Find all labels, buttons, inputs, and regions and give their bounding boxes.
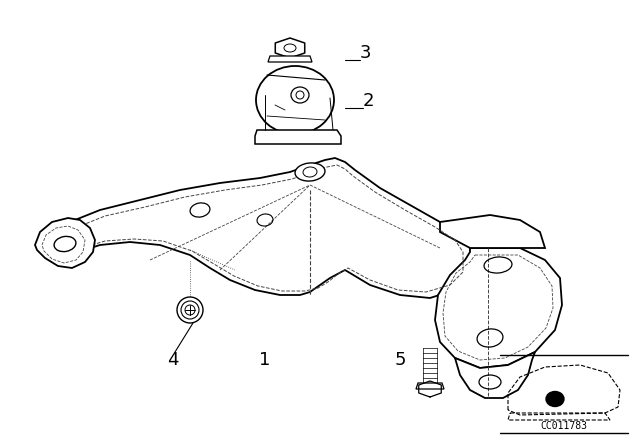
Text: 4: 4: [167, 351, 179, 369]
Ellipse shape: [546, 392, 564, 406]
Polygon shape: [35, 218, 95, 268]
Polygon shape: [416, 383, 444, 389]
Polygon shape: [455, 352, 535, 398]
Polygon shape: [440, 215, 545, 248]
Polygon shape: [52, 158, 470, 298]
Polygon shape: [255, 130, 341, 144]
Text: CC011783: CC011783: [541, 421, 588, 431]
Text: 3: 3: [359, 44, 371, 62]
Polygon shape: [268, 56, 312, 62]
Text: 5: 5: [394, 351, 406, 369]
Text: 1: 1: [259, 351, 271, 369]
Ellipse shape: [177, 297, 203, 323]
Ellipse shape: [295, 163, 325, 181]
Ellipse shape: [256, 66, 334, 134]
Text: 2: 2: [362, 92, 374, 110]
Polygon shape: [435, 248, 562, 368]
